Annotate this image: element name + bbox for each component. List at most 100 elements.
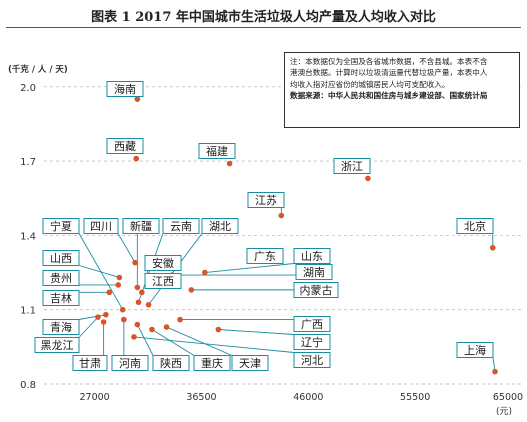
point-label-黑龙江: 黑龙江: [41, 339, 74, 352]
label-box-重庆: [193, 355, 231, 371]
point-label-宁夏: 宁夏: [50, 219, 72, 233]
label-box-湖南: [295, 264, 333, 280]
point-label-辽宁: 辽宁: [301, 335, 323, 349]
grid-layer: [44, 86, 522, 385]
data-point-江苏: [278, 212, 285, 219]
x-tick-label: 46000: [293, 392, 323, 403]
point-label-广西: 广西: [301, 318, 323, 331]
y-tick-label: 0.8: [20, 380, 36, 391]
data-point-重庆: [149, 326, 155, 333]
label-box-安徽: [144, 255, 182, 271]
data-point-海南: [134, 96, 141, 102]
data-point-贵州: [115, 282, 122, 288]
label-box-广东: [246, 248, 284, 264]
label-box-贵州: [42, 270, 80, 286]
data-point-陕西: [134, 321, 141, 328]
x-tick-label: 36500: [186, 392, 216, 403]
point-label-上海: 上海: [464, 343, 486, 357]
data-point-内蒙古: [188, 287, 195, 293]
y-tick-label: 1.7: [20, 157, 36, 168]
point-label-河南: 河南: [119, 357, 141, 370]
leader-line-河北: [133, 336, 295, 353]
label-box-内蒙古: [293, 282, 339, 298]
label-box-河北: [293, 352, 331, 368]
note-source: 数据来源：中华人民共和国住房与城乡建设部、国家统计局: [290, 90, 488, 100]
data-point-新疆: [134, 284, 141, 291]
label-box-西藏: [106, 138, 144, 154]
point-label-云南: 云南: [170, 220, 192, 233]
point-label-重庆: 重庆: [201, 356, 223, 370]
point-label-安徽: 安徽: [152, 256, 174, 270]
point-label-福建: 福建: [206, 144, 228, 158]
data-point-湖北: [145, 301, 152, 308]
label-box-江苏: [247, 192, 285, 208]
label-box-新疆: [122, 218, 160, 234]
label-box-青海: [42, 319, 80, 335]
point-label-河北: 河北: [301, 354, 323, 367]
data-point-吉林: [106, 289, 113, 296]
point-label-吉林: 吉林: [50, 291, 72, 305]
label-box-广西: [293, 316, 331, 332]
point-label-北京: 北京: [464, 219, 486, 233]
axis-layer: 0.8 1.1 1.4 1.7 2.0 27000 36500 46000 55500 65000…: [8, 64, 523, 417]
note-line-1: 注：本数据仅为全国及各省城市数据，不含县城。本表不含: [290, 57, 488, 66]
point-label-内蒙古: 内蒙古: [300, 283, 333, 297]
note-line-2: 港澳台数据。计算时以垃圾清运量代替垃圾产量，本表中人: [290, 68, 488, 78]
point-label-新疆: 新疆: [130, 219, 152, 233]
point-label-海南: 海南: [114, 82, 136, 96]
point-layer: [95, 96, 498, 375]
point-label-山西: 山西: [50, 252, 72, 265]
label-box-北京: [456, 218, 494, 234]
point-label-广东: 广东: [254, 250, 276, 263]
label-box-四川: [83, 218, 119, 234]
data-point-四川: [132, 259, 138, 266]
label-box-黑龙江: [34, 337, 80, 353]
data-point-黑龙江: [95, 314, 101, 320]
label-box-河南: [111, 355, 149, 371]
point-label-西藏: 西藏: [114, 140, 136, 153]
data-point-上海: [492, 368, 498, 375]
data-point-青海: [103, 311, 109, 318]
data-point-山西: [116, 274, 123, 281]
x-axis-label: (元): [496, 407, 512, 417]
y-axis-label: (千克 / 人 / 天): [8, 64, 68, 75]
data-point-河北: [131, 334, 137, 340]
label-box-江西: [144, 273, 182, 289]
point-label-甘肃: 甘肃: [79, 357, 101, 370]
label-box-山东: [293, 248, 331, 264]
leader-line-重庆: [151, 329, 195, 356]
point-label-山东: 山东: [301, 250, 323, 263]
x-tick-label: 27000: [79, 392, 109, 403]
data-point-北京: [489, 244, 496, 251]
label-box-吉林: [42, 290, 80, 306]
label-box-陕西: [152, 355, 190, 371]
data-point-广西: [177, 316, 183, 323]
point-label-陕西: 陕西: [160, 356, 182, 370]
data-point-山东: [202, 269, 208, 276]
point-label-江西: 江西: [152, 275, 174, 288]
data-point-辽宁: [215, 326, 222, 333]
y-tick-label: 1.1: [20, 306, 36, 317]
x-tick-label: 65000: [493, 392, 523, 403]
label-box-天津: [231, 355, 269, 371]
leader-line-山西: [78, 265, 120, 278]
point-label-湖北: 湖北: [209, 220, 231, 233]
leader-line-陕西: [136, 324, 154, 356]
point-label-江苏: 江苏: [255, 194, 277, 207]
leader-line-山东: [204, 263, 295, 273]
point-label-天津: 天津: [239, 357, 261, 370]
y-tick-label: 1.4: [20, 231, 36, 242]
label-box-上海: [456, 342, 494, 358]
leader-line-四川: [117, 233, 136, 263]
chart-title: 图表 1 2017 年中国城市生活垃圾人均产量及人均收入对比: [91, 10, 436, 25]
point-label-四川: 四川: [90, 220, 112, 233]
data-point-福建: [226, 160, 233, 167]
data-point-江西: [139, 289, 145, 296]
point-label-浙江: 浙江: [341, 160, 363, 173]
label-box-辽宁: [293, 334, 331, 350]
data-point-浙江: [365, 175, 371, 182]
leader-line-天津: [166, 326, 233, 356]
x-tick-label: 55500: [400, 392, 430, 403]
data-point-河南: [121, 316, 127, 323]
